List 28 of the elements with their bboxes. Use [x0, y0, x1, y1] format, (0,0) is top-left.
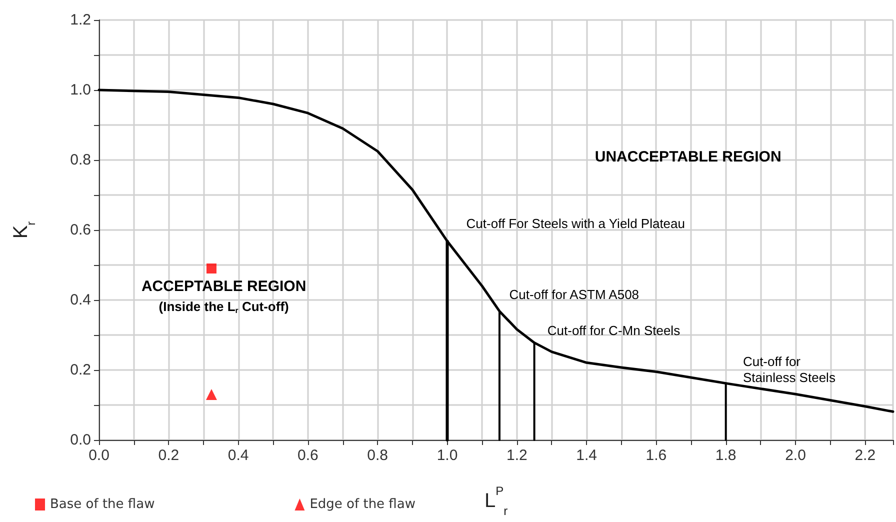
- x-tick-label: 0.8: [367, 447, 388, 464]
- x-tick-label: 2.0: [785, 447, 806, 464]
- x-tick-label: 1.4: [576, 447, 597, 464]
- x-tick-label: 0.2: [158, 447, 180, 464]
- x-tick-label: 1.8: [715, 447, 736, 464]
- x-tick-label: 0.0: [88, 447, 110, 464]
- x-tick-label: 0.4: [228, 447, 249, 464]
- y-tick-label: 0.4: [70, 292, 91, 308]
- y-tick-label: 0.8: [70, 152, 91, 168]
- y-tick-label: 0.2: [70, 362, 91, 378]
- x-tick-label: 1.0: [436, 447, 458, 464]
- y-axis-title: Kr: [10, 221, 38, 239]
- legend-label: Base of the flaw: [50, 497, 156, 512]
- y-tick-label: 0.0: [70, 432, 91, 448]
- x-tick-label: 1.2: [506, 447, 528, 464]
- annotation: Cut-off For Steels with a Yield Plateau: [466, 216, 686, 231]
- x-tick-label: 1.6: [646, 447, 667, 464]
- x-tick-label: 2.2: [854, 447, 876, 464]
- legend-label: Edge of the flaw: [310, 497, 416, 512]
- x-tick-label: 0.6: [298, 447, 318, 464]
- y-tick-label: 1.0: [70, 82, 91, 98]
- annotation: ACCEPTABLE REGION: [141, 278, 306, 295]
- annotation: Cut-off for Stainless Steels: [742, 354, 836, 385]
- annotation: UNACCEPTABLE REGION: [594, 148, 782, 166]
- annotation: Cut-off for ASTM A508: [509, 286, 640, 302]
- y-tick-label: 0.6: [70, 222, 91, 238]
- y-tick-label: 1.2: [70, 12, 91, 28]
- annotation: Cut-off for C-Mn Steels: [547, 322, 681, 338]
